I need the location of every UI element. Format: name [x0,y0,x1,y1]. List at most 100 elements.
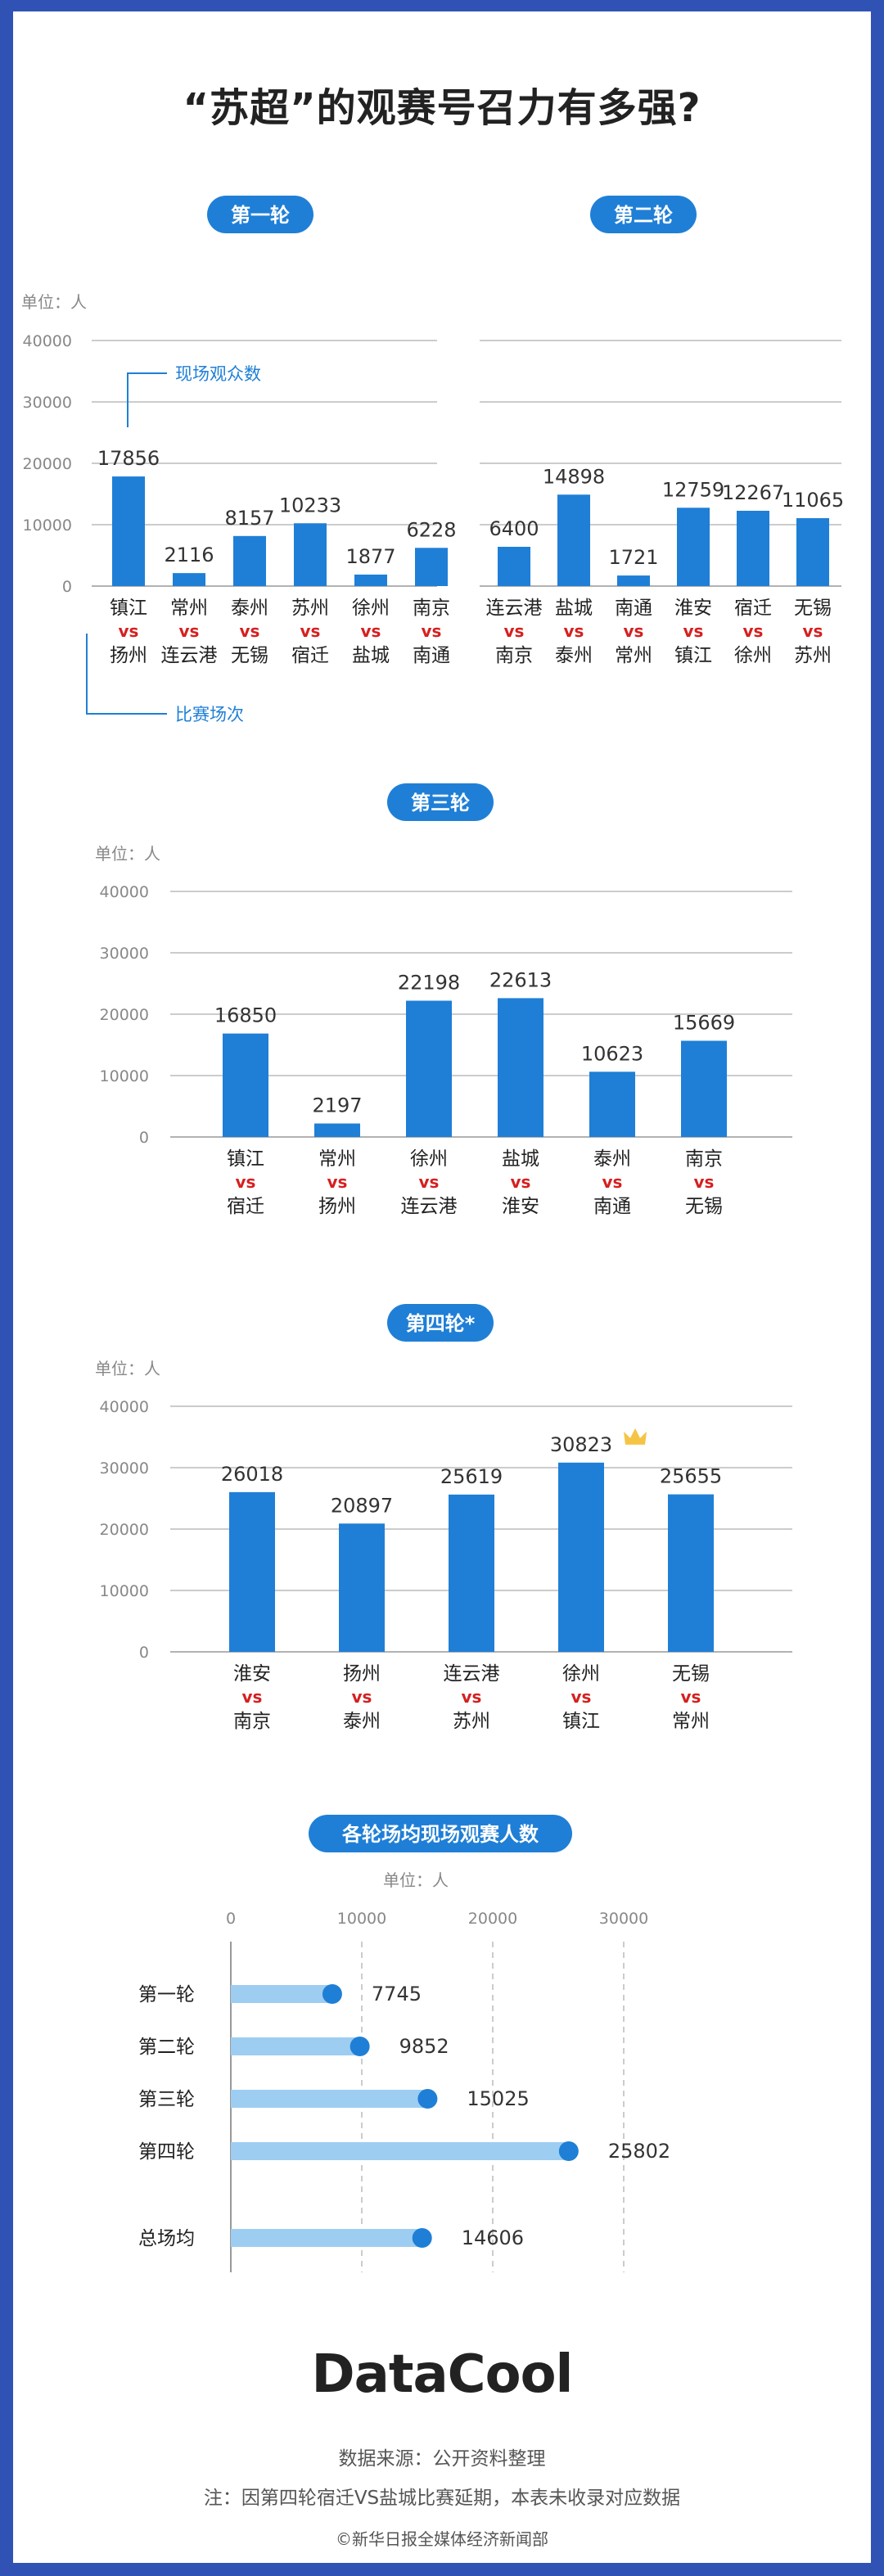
home-team-label: 扬州 [343,1663,381,1685]
y-tick-label: 20000 [100,1521,149,1539]
average-value-label: 9852 [399,2035,449,2058]
away-team-label: 苏州 [794,645,832,666]
away-team-label: 镇江 [562,1711,600,1732]
bar [339,1523,385,1652]
home-team-label: 泰州 [231,598,268,619]
bar [668,1494,714,1652]
vs-label: vs [511,1172,531,1192]
bar [796,518,829,586]
home-team-label: 连云港 [444,1663,500,1685]
vs-label: vs [419,1172,440,1192]
bar [223,1033,268,1137]
away-team-label: 扬州 [110,645,147,666]
bar [677,508,710,586]
bar [354,574,387,586]
bar-value-label: 25619 [440,1465,503,1488]
average-dot [350,2037,370,2056]
vs-label: vs [681,1687,701,1707]
vs-label: vs [119,621,139,641]
data-source: 数据来源：公开资料整理 [338,2448,546,2470]
infographic-page: “苏超”的观赛号召力有多强? 第一轮 第二轮 0 10000 20000 30000 400… [13,11,871,2563]
y-tick-label: 20000 [23,455,72,473]
x-tick-label: 0 [226,1910,236,1928]
bar-value-label: 17856 [97,447,160,470]
unit-label: 单位：人 [383,1870,449,1890]
y-tick-label: 0 [139,1644,149,1662]
bar-value-label: 14898 [543,465,605,488]
crown-icon [624,1428,647,1445]
average-bar [231,2229,422,2247]
annotation-line-matchup [86,634,167,715]
copyright: ©新华日报全媒体经济新闻部 [336,2529,548,2549]
average-value-label: 15025 [467,2087,529,2110]
home-team-label: 徐州 [410,1148,448,1170]
average-bar [231,2142,569,2160]
average-value-label: 7745 [372,1983,422,2005]
vs-label: vs [242,1687,263,1707]
away-team-label: 宿迁 [227,1196,264,1217]
bar-value-label: 1877 [345,545,395,568]
home-team-label: 连云港 [486,598,543,619]
vs-label: vs [743,621,764,641]
vs-label: vs [462,1687,482,1707]
x-tick-label: 30000 [599,1910,648,1928]
away-team-label: 泰州 [555,645,593,666]
vs-label: vs [564,621,584,641]
away-team-label: 徐州 [734,645,772,666]
bar [406,1000,452,1137]
round-category-label: 第二轮 [138,2037,195,2058]
average-chart-pill [309,1815,572,1852]
vs-label: vs [624,621,644,641]
y-tick-label: 10000 [100,1067,149,1085]
annotation-line-value [127,372,167,427]
bar [229,1491,275,1652]
y-tick-label: 40000 [100,1398,149,1416]
unit-label: 单位：人 [95,1359,160,1378]
away-team-label: 扬州 [318,1196,356,1217]
bar-value-label: 10623 [581,1042,643,1065]
bar-value-label: 12759 [662,478,724,501]
away-team-label: 南京 [495,645,533,666]
bar-value-label: 25655 [660,1465,722,1488]
vs-label: vs [694,1172,715,1192]
round-category-label: 第四轮 [138,2141,195,2163]
bar [449,1494,494,1652]
average-dot [558,2141,579,2161]
away-team-label: 泰州 [343,1711,381,1732]
average-dot [412,2228,432,2248]
round-3-pill [387,783,494,821]
vs-label: vs [240,621,260,641]
average-dot [417,2089,438,2109]
bar [233,535,266,586]
home-team-label: 徐州 [562,1663,600,1685]
vs-label: vs [236,1172,256,1192]
home-team-label: 徐州 [352,598,390,619]
away-team-label: 连云港 [401,1196,458,1217]
charts-canvas: 第一轮 第二轮010000200003000040000单位：人17856镇江vs… [21,196,844,2272]
bar-value-label: 12267 [722,481,784,504]
bar-value-label: 22198 [398,972,460,995]
away-team-label: 常州 [615,645,652,666]
bar-value-label: 8157 [224,507,274,530]
y-tick-label: 30000 [100,1459,149,1477]
away-team-label: 无锡 [685,1196,723,1217]
vs-label: vs [179,621,200,641]
bar-value-label: 20897 [331,1494,393,1517]
home-team-label: 无锡 [672,1663,710,1685]
round-2-title: 第二轮 [614,204,673,227]
average-value-label: 14606 [462,2226,524,2249]
bar [112,476,145,586]
home-team-label: 无锡 [794,598,832,619]
bar-value-label: 15669 [673,1011,735,1034]
bar [173,573,205,586]
away-team-label: 苏州 [453,1711,490,1732]
average-bar [231,2090,428,2108]
average-bar [231,1985,332,2003]
y-tick-label: 40000 [100,883,149,901]
bar [681,1040,727,1137]
away-team-label: 宿迁 [291,645,329,666]
away-team-label: 盐城 [352,645,390,666]
vs-label: vs [803,621,823,641]
y-tick-label: 10000 [100,1582,149,1600]
home-team-label: 盐城 [502,1148,539,1170]
